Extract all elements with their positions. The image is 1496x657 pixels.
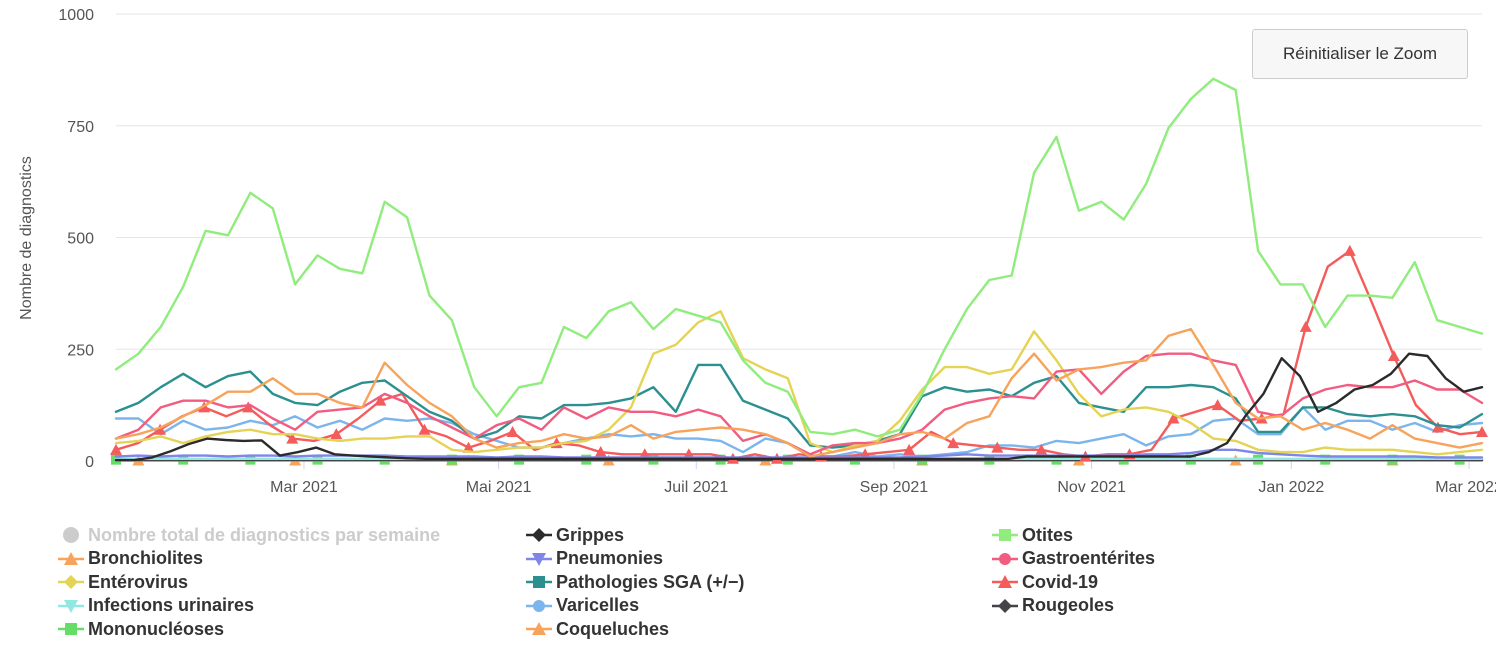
legend-diamond-icon <box>526 528 552 542</box>
legend-circle-icon <box>526 599 552 612</box>
data-point[interactable] <box>1167 412 1180 424</box>
series-pathologies-sga- <box>114 363 1484 449</box>
legend-item[interactable]: Pathologies SGA (+/−) <box>524 571 744 593</box>
series-line <box>114 363 1484 449</box>
legend-label: Infections urinaires <box>88 595 255 615</box>
data-point[interactable] <box>462 441 475 453</box>
legend-triangle-down-icon <box>526 552 552 566</box>
reset-zoom-button[interactable]: Réinitialiser le Zoom <box>1252 29 1468 79</box>
data-point[interactable] <box>1476 425 1488 437</box>
legend-item[interactable]: Otites <box>990 524 1073 546</box>
legend-item[interactable]: Mononucléoses <box>56 618 224 640</box>
x-tick-label: Mai 2021 <box>466 479 532 496</box>
x-tick-label: Sep 2021 <box>860 479 929 496</box>
legend-label: Grippes <box>556 524 625 545</box>
x-tick-label: Mar 2022 <box>1435 479 1496 496</box>
legend-item[interactable]: Pneumonies <box>524 548 663 570</box>
series-line <box>114 352 1484 462</box>
data-point[interactable] <box>242 401 255 413</box>
series-bronchiolites <box>114 327 1484 458</box>
y-tick-label: 250 <box>67 342 94 359</box>
legend-circle-icon <box>992 552 1018 565</box>
data-point[interactable] <box>1211 399 1224 411</box>
legend-label: Nombre total de diagnostics par semaine <box>88 524 441 545</box>
data-point[interactable] <box>1387 349 1400 361</box>
y-tick-label: 1000 <box>58 7 94 24</box>
y-tick-label: 0 <box>85 454 94 471</box>
legend-square-icon <box>526 576 552 588</box>
legend-square-icon <box>992 529 1018 541</box>
legend-item[interactable]: Infections urinaires <box>56 595 254 617</box>
series-line <box>114 327 1484 458</box>
series-otites <box>114 77 1484 438</box>
legend-label: Gastroentérites <box>1022 548 1156 568</box>
series-lines <box>110 77 1488 466</box>
legend: Nombre total de diagnostics par semaine G… <box>0 520 1496 657</box>
data-point[interactable] <box>903 443 916 455</box>
legend-triangle-down-icon <box>58 599 84 613</box>
legend-label: Covid-19 <box>1022 571 1099 592</box>
x-tick-label: Mar 2021 <box>270 479 338 496</box>
legend-label: Entérovirus <box>88 571 189 592</box>
x-tick-label: Nov 2021 <box>1057 479 1126 496</box>
x-tick-label: Juil 2021 <box>664 479 728 496</box>
series-line <box>114 77 1484 438</box>
y-tick-label: 500 <box>67 231 94 248</box>
legend-triangle-icon <box>58 551 84 565</box>
data-point[interactable] <box>1299 320 1312 332</box>
legend-item[interactable]: Covid-19 <box>990 571 1098 593</box>
data-point[interactable] <box>1431 421 1444 433</box>
legend-item[interactable]: Grippes <box>524 524 624 546</box>
data-point[interactable] <box>110 443 122 455</box>
y-axis-title: Nombre de diagnostics <box>18 156 35 320</box>
data-point[interactable] <box>286 432 299 444</box>
y-axis-ticks: 0 250 500 750 1000 <box>58 7 94 471</box>
data-point[interactable] <box>330 428 343 440</box>
legend-label: Otites <box>1022 524 1074 545</box>
line-chart: 0 250 500 750 1000 Mar 2021 Mai 2021 Juil 2021… <box>18 7 1496 496</box>
legend-diamond-icon <box>58 575 84 589</box>
series-grippes <box>114 352 1484 462</box>
legend-label: Bronchiolites <box>88 548 204 568</box>
legend-label: Coqueluches <box>556 618 670 639</box>
y-tick-label: 750 <box>67 119 94 136</box>
series-line <box>114 249 1484 460</box>
data-point[interactable] <box>947 437 960 449</box>
legend-item[interactable]: Bronchiolites <box>56 548 203 570</box>
legend-triangle-icon <box>992 575 1018 588</box>
legend-circle-icon <box>63 527 79 543</box>
data-point[interactable] <box>374 394 387 406</box>
legend-item[interactable]: Varicelles <box>524 595 639 617</box>
legend-label: Pneumonies <box>556 548 664 568</box>
legend-item[interactable]: Rougeoles <box>990 595 1114 617</box>
legend-item[interactable]: Coqueluches <box>524 618 669 640</box>
legend-diamond-icon <box>992 598 1018 613</box>
x-tick-label: Jan 2022 <box>1258 479 1324 496</box>
legend-item[interactable]: Gastroentérites <box>990 548 1155 570</box>
x-axis-ticks: Mar 2021 Mai 2021 Juil 2021 Sep 2021 Nov 202… <box>270 461 1496 496</box>
data-point[interactable] <box>154 423 167 435</box>
data-point[interactable] <box>506 425 519 437</box>
data-point[interactable] <box>418 423 431 435</box>
legend-label: Rougeoles <box>1022 595 1115 615</box>
data-point[interactable] <box>594 446 607 458</box>
legend-label: Mononucléoses <box>88 618 225 639</box>
data-point[interactable] <box>1035 443 1048 455</box>
legend-label: Varicelles <box>556 595 640 615</box>
legend-item[interactable]: Entérovirus <box>56 571 188 593</box>
data-point[interactable] <box>991 441 1004 453</box>
data-point[interactable] <box>1343 244 1356 256</box>
grid-lines <box>116 13 1482 462</box>
legend-item[interactable]: Nombre total de diagnostics par semaine <box>56 524 440 546</box>
legend-square-icon <box>58 623 84 635</box>
legend-triangle-icon <box>526 622 552 635</box>
legend-label: Pathologies SGA (+/−) <box>556 571 745 592</box>
